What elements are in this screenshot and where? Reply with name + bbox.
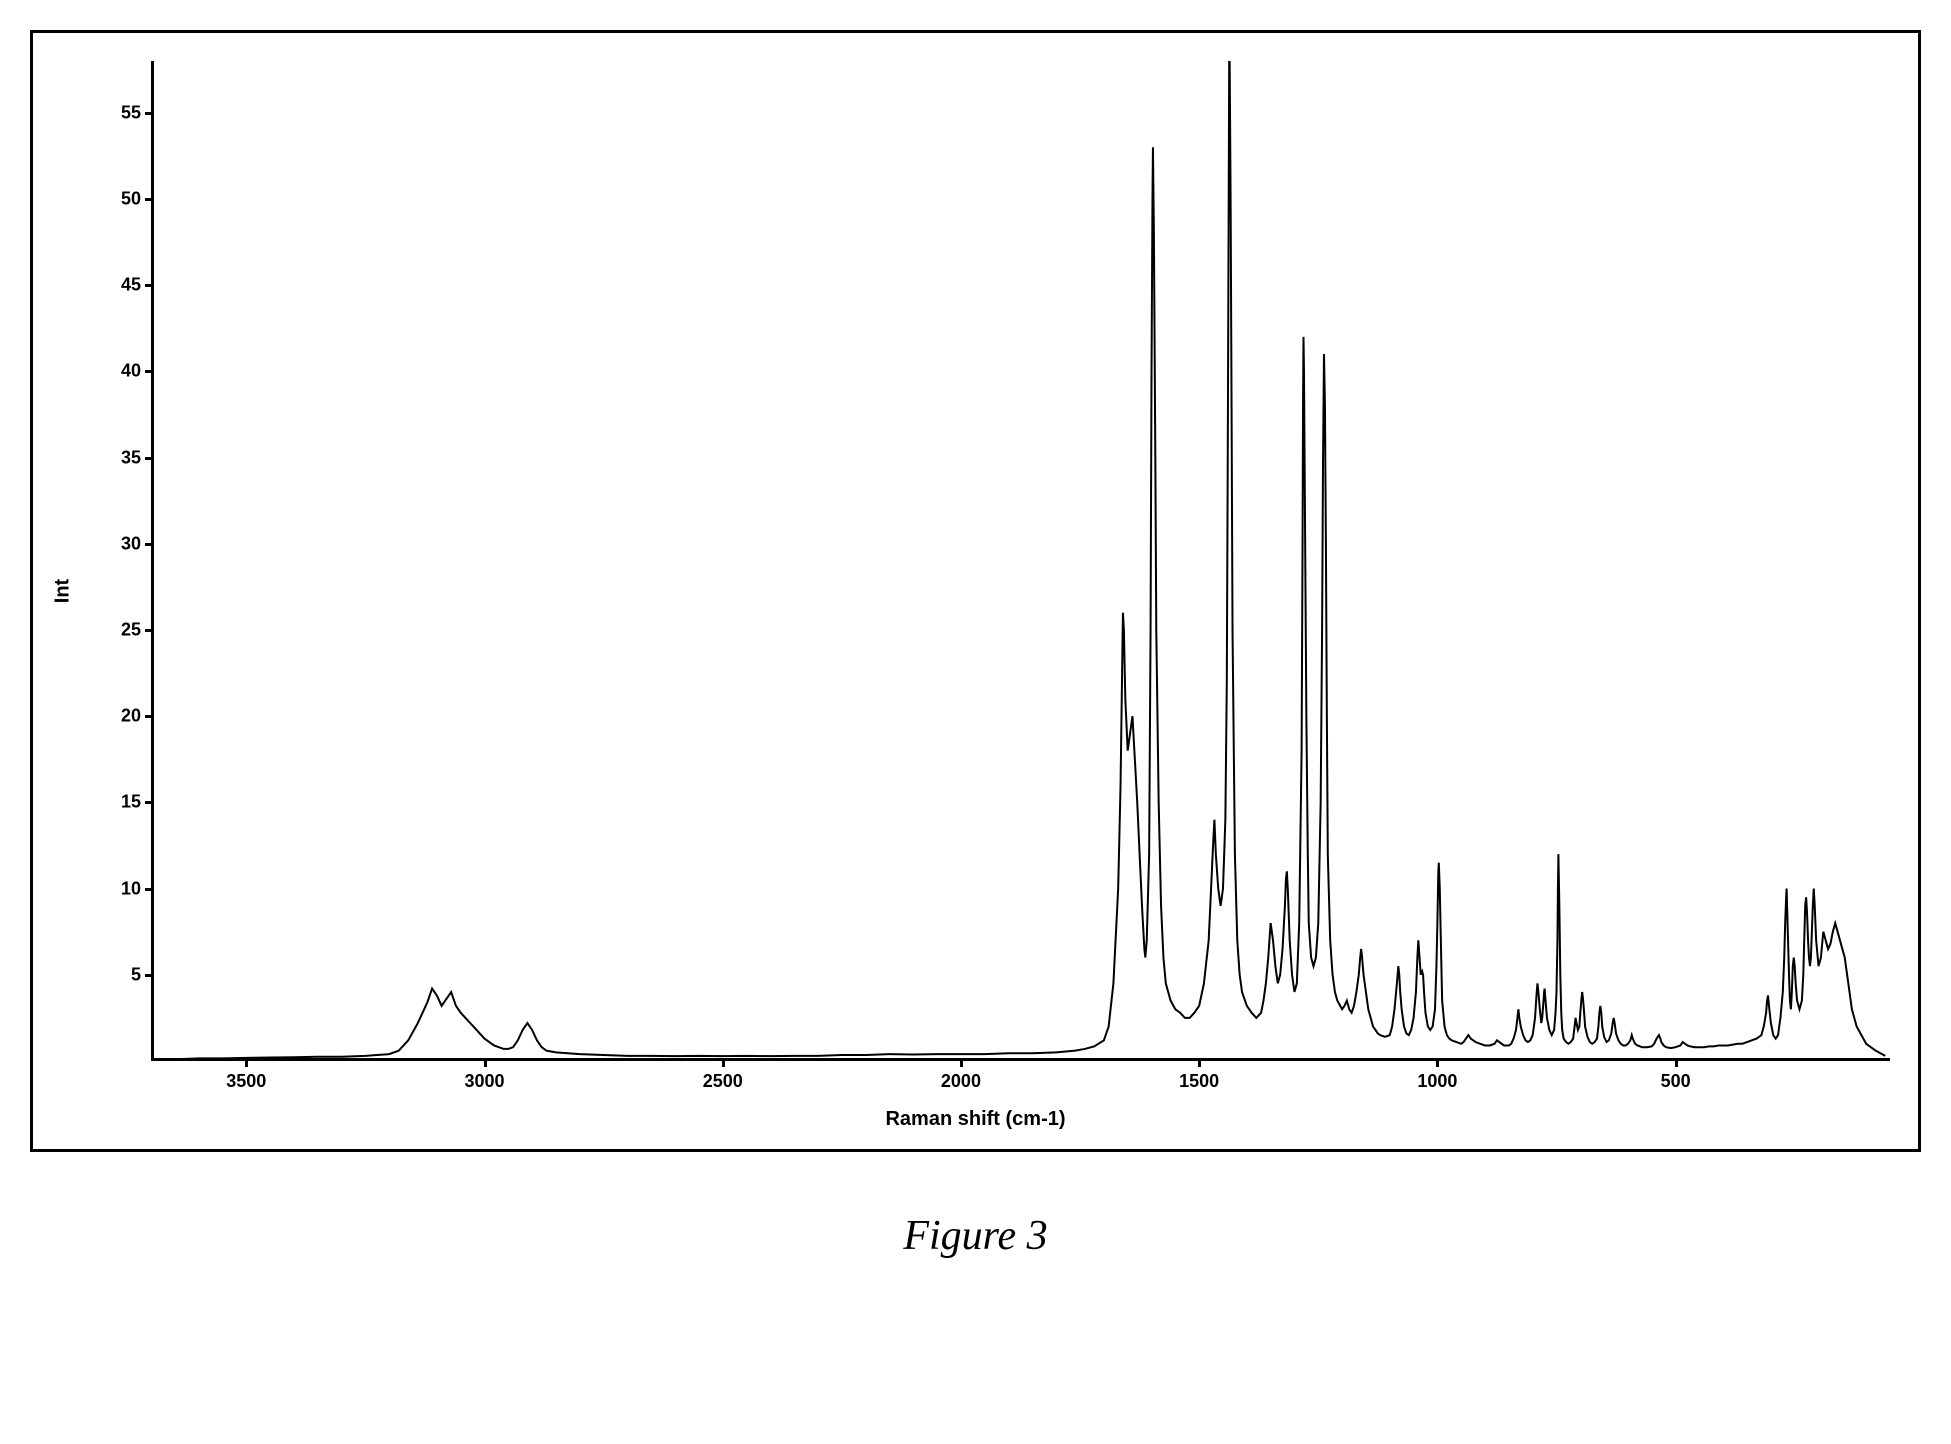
y-tick-label: 20 [121,706,141,727]
x-tick-label: 500 [1661,1071,1691,1092]
y-tick-label: 35 [121,447,141,468]
x-tick-label: 2000 [941,1071,981,1092]
y-tick-label: 25 [121,619,141,640]
y-tick-label: 50 [121,188,141,209]
y-tick-label: 15 [121,792,141,813]
spectrum-line [151,61,1890,1061]
x-tick-label: 3500 [226,1071,266,1092]
y-tick-label: 5 [131,964,141,985]
figure-caption: Figure 3 [30,1212,1921,1260]
y-tick-label: 55 [121,102,141,123]
figure-container: Int Raman shift (cm-1) 5 10 15 20 25 30 35 40 45… [30,30,1921,1260]
x-axis-label: Raman shift (cm-1) [885,1108,1065,1131]
x-tick-label: 3000 [464,1071,504,1092]
y-tick-label: 10 [121,878,141,899]
y-tick-label: 45 [121,275,141,296]
x-tick-label: 2500 [703,1071,743,1092]
y-axis-label: Int [52,579,75,603]
raman-spectrum-chart: Int Raman shift (cm-1) 5 10 15 20 25 30 35 40 45… [41,41,1910,1141]
x-tick-label: 1000 [1417,1071,1457,1092]
y-tick-label: 30 [121,533,141,554]
y-tick-label: 40 [121,361,141,382]
x-tick-label: 1500 [1179,1071,1219,1092]
chart-border: Int Raman shift (cm-1) 5 10 15 20 25 30 35 40 45… [30,30,1921,1152]
